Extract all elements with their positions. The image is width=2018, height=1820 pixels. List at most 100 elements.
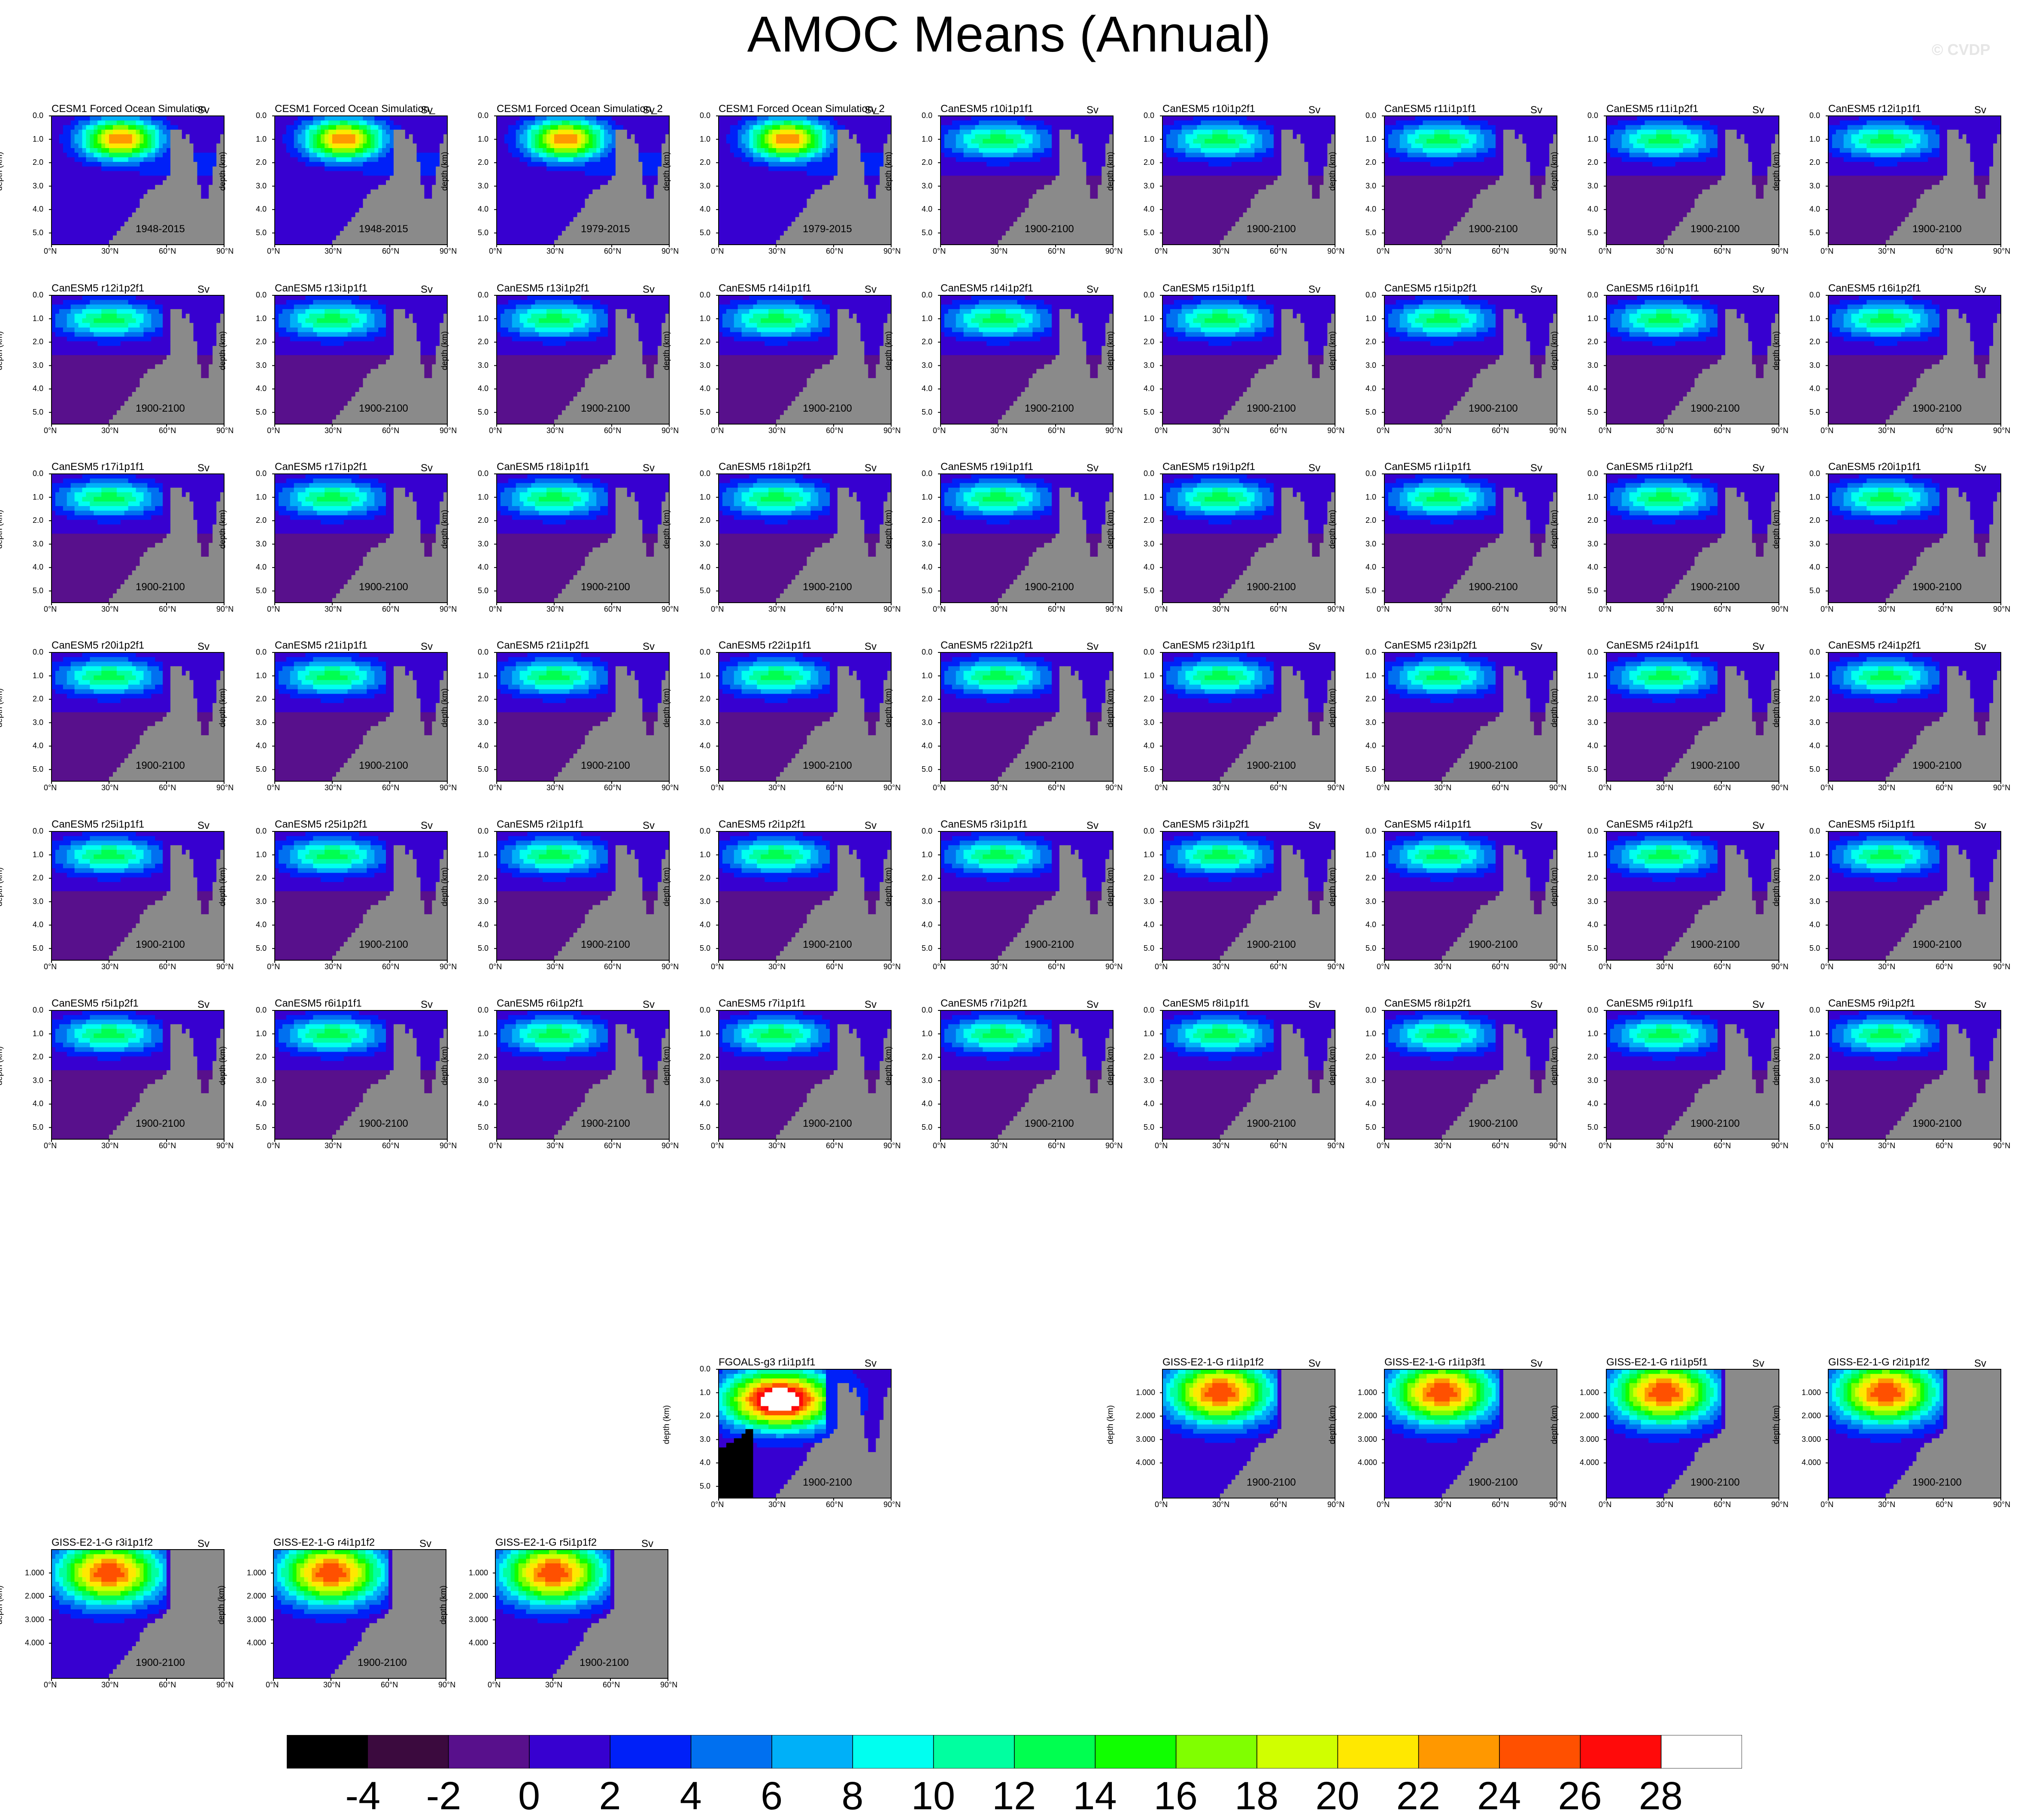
- field-cell: [205, 208, 209, 212]
- field-cell: [780, 176, 784, 180]
- field-cell: [826, 162, 830, 167]
- field-cell: [370, 162, 375, 167]
- field-cell: [497, 226, 501, 231]
- field-cell: [749, 167, 753, 171]
- field-cell: [424, 217, 428, 222]
- field-cell: [734, 121, 738, 125]
- field-cell: [570, 162, 574, 167]
- field-cell: [382, 157, 386, 162]
- field-cell: [635, 208, 639, 212]
- field-cell: [317, 130, 321, 134]
- field-cell: [508, 217, 513, 222]
- field-cell: [302, 130, 306, 134]
- field-cell: [374, 143, 379, 148]
- field-cell: [795, 194, 800, 199]
- field-cell: [113, 125, 117, 130]
- field-cell: [883, 194, 888, 199]
- field-cell: [861, 226, 865, 231]
- field-cell: [86, 171, 90, 176]
- field-cell: [394, 185, 398, 190]
- field-cell: [504, 221, 509, 226]
- field-cell: [600, 203, 604, 208]
- field-cell: [608, 116, 612, 121]
- field-cell: [294, 212, 298, 217]
- field-cell: [409, 194, 413, 199]
- field-cell: [209, 240, 213, 245]
- field-cell: [516, 236, 520, 240]
- field-cell: [109, 134, 113, 139]
- field-cell: [550, 143, 555, 148]
- field-cell: [140, 134, 144, 139]
- field-cell: [186, 148, 190, 153]
- field-cell: [82, 134, 86, 139]
- field-cell: [792, 125, 796, 130]
- field-cell: [539, 226, 543, 231]
- field-cell: [409, 116, 413, 121]
- field-cell: [309, 226, 313, 231]
- field-cell: [143, 171, 148, 176]
- field-cell: [163, 208, 167, 212]
- field-cell: [658, 148, 662, 153]
- field-cell: [113, 176, 117, 180]
- field-cell: [201, 231, 205, 236]
- field-cell: [527, 139, 531, 144]
- field-cell: [497, 212, 501, 217]
- field-cell: [167, 121, 171, 125]
- field-cell: [662, 199, 666, 203]
- field-cell: [359, 134, 364, 139]
- field-cell: [585, 134, 589, 139]
- field-cell: [147, 162, 152, 167]
- field-cell: [440, 125, 444, 130]
- field-cell: [738, 157, 742, 162]
- field-cell: [201, 199, 205, 203]
- field-cell: [117, 240, 121, 245]
- field-cell: [432, 143, 436, 148]
- field-cell: [497, 148, 501, 153]
- field-cell: [212, 157, 217, 162]
- field-cell: [642, 148, 646, 153]
- field-cell: [807, 194, 811, 199]
- field-cell: [876, 153, 880, 158]
- field-cell: [209, 180, 213, 185]
- field-cell: [378, 157, 382, 162]
- field-cell: [585, 125, 589, 130]
- field-cell: [382, 240, 386, 245]
- field-cell: [566, 240, 570, 245]
- field-cell: [420, 180, 425, 185]
- field-cell: [535, 148, 539, 153]
- field-cell: [841, 125, 846, 130]
- field-cell: [101, 199, 106, 203]
- field-cell: [174, 203, 179, 208]
- field-cell: [279, 176, 283, 180]
- field-cell: [627, 116, 631, 121]
- field-cell: [440, 203, 444, 208]
- field-cell: [524, 176, 528, 180]
- field-cell: [275, 226, 279, 231]
- field-cell: [772, 203, 777, 208]
- field-cell: [570, 217, 574, 222]
- field-cell: [348, 139, 352, 144]
- field-cell: [746, 203, 750, 208]
- field-cell: [128, 148, 133, 153]
- field-cell: [596, 171, 601, 176]
- field-cell: [279, 139, 283, 144]
- field-cell: [631, 139, 635, 144]
- field-cell: [302, 121, 306, 125]
- field-cell: [101, 125, 106, 130]
- field-cell: [317, 199, 321, 203]
- field-cell: [562, 125, 566, 130]
- field-cell: [658, 240, 662, 245]
- field-cell: [818, 139, 822, 144]
- field-cell: [772, 194, 777, 199]
- field-cell: [531, 217, 535, 222]
- field-cell: [761, 189, 765, 194]
- field-cell: [658, 167, 662, 171]
- field-cell: [857, 134, 861, 139]
- field-cell: [780, 180, 784, 185]
- field-cell: [772, 139, 777, 144]
- field-cell: [497, 171, 501, 176]
- field-cell: [749, 139, 753, 144]
- field-cell: [428, 157, 432, 162]
- field-cell: [52, 121, 56, 125]
- field-cell: [290, 148, 294, 153]
